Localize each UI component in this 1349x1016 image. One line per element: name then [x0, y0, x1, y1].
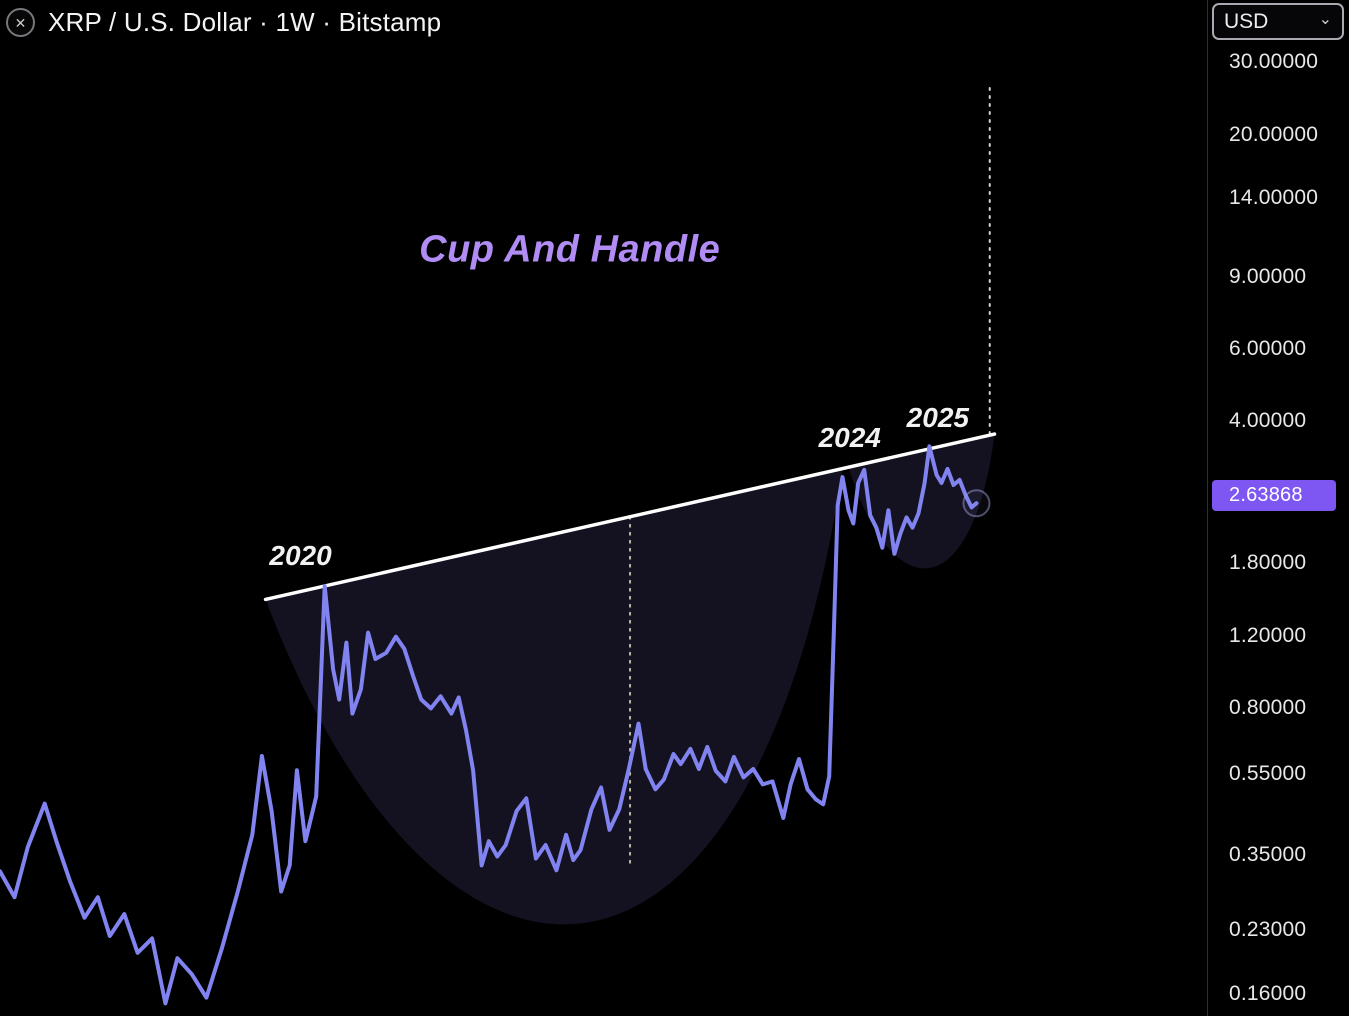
price-axis-label: 30.00000 — [1229, 50, 1319, 74]
annotation-pattern: Cup And Handle — [419, 228, 721, 271]
price-axis-label: 1.20000 — [1229, 623, 1307, 647]
chevron-down-icon: ⌄ — [1318, 10, 1332, 28]
price-axis-label: 14.00000 — [1229, 186, 1319, 210]
close-icon: ✕ — [14, 14, 27, 31]
close-button[interactable]: ✕ — [6, 8, 35, 37]
price-axis-label: 0.35000 — [1229, 842, 1307, 866]
price-axis-label: 0.80000 — [1229, 695, 1307, 719]
price-axis-label: 0.23000 — [1229, 917, 1307, 941]
price-marker — [962, 489, 991, 518]
price-axis-label: 1.80000 — [1229, 551, 1307, 575]
chart-plot[interactable] — [0, 0, 1207, 1016]
price-axis-label: 0.16000 — [1229, 982, 1307, 1006]
chart-canvas[interactable]: ✕ XRP / U.S. Dollar · 1W · Bitstamp Cup … — [0, 0, 1207, 1016]
cup-fill — [265, 468, 843, 925]
symbol-title: XRP / U.S. Dollar · 1W · Bitstamp — [48, 7, 442, 37]
price-line — [0, 444, 979, 1006]
price-axis-label: 0.55000 — [1229, 762, 1307, 786]
chart-header: ✕ XRP / U.S. Dollar · 1W · Bitstamp — [0, 0, 441, 38]
currency-dropdown[interactable]: USD ⌄ — [1212, 3, 1344, 40]
annotation-year-2024: 2024 — [818, 422, 881, 453]
annotation-year-2025: 2025 — [906, 402, 969, 433]
price-axis-label: 20.00000 — [1229, 122, 1319, 146]
current-price-badge: 2.63868 — [1212, 479, 1336, 511]
currency-label: USD — [1224, 9, 1269, 33]
trendline — [263, 432, 997, 602]
price-axis-label: 4.00000 — [1229, 409, 1307, 433]
annotation-year-2020: 2020 — [269, 540, 332, 571]
price-axis-label: 9.00000 — [1229, 264, 1307, 288]
price-axis-label: 6.00000 — [1229, 336, 1307, 360]
price-axis[interactable]: USD ⌄ 30.00000 20.00000 14.00000 9.00000 6.0… — [1207, 0, 1349, 1016]
